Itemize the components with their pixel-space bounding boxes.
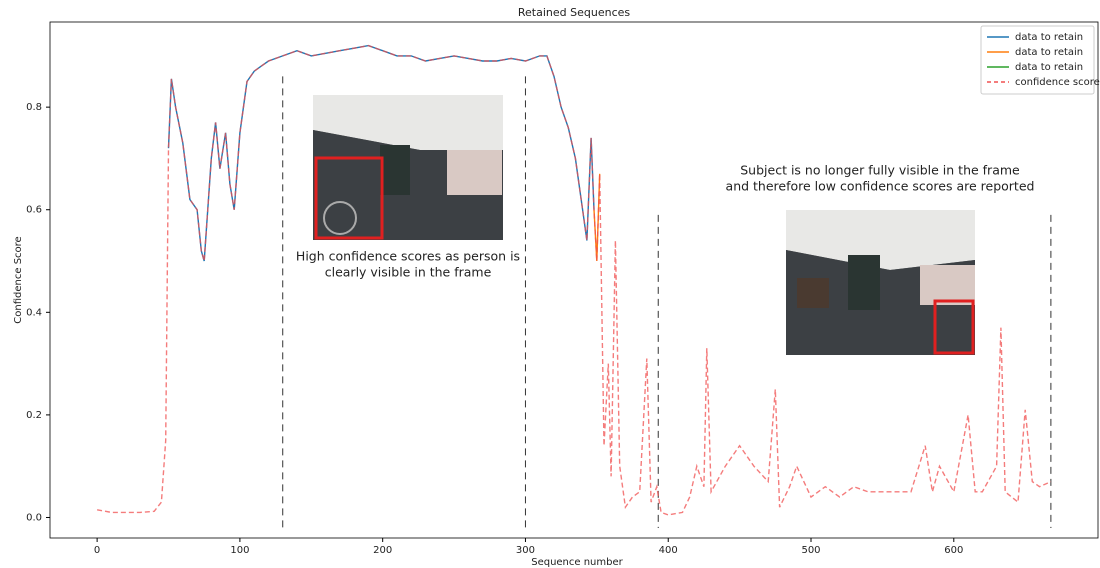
legend-label: data to retain [1015, 47, 1083, 58]
x-tick-label: 100 [230, 545, 249, 556]
y-tick-label: 0.0 [26, 512, 42, 523]
x-tick-label: 0 [94, 545, 100, 556]
x-tick-label: 600 [944, 545, 963, 556]
y-tick-label: 0.2 [26, 410, 42, 421]
y-tick-label: 0.8 [26, 102, 42, 113]
legend-label: data to retain [1015, 32, 1083, 43]
chart-title: Retained Sequences [518, 6, 631, 19]
photo-right [786, 210, 975, 355]
legend-label: confidence score [1015, 77, 1100, 88]
y-tick-label: 0.6 [26, 205, 42, 216]
x-axis-label: Sequence number [531, 557, 623, 568]
y-tick-label: 0.4 [26, 307, 42, 318]
chart: Retained Sequences Sequence number Confi… [0, 0, 1100, 568]
y-axis-label: Confidence Score [13, 236, 24, 323]
annotation: and therefore low confidence scores are … [726, 179, 1035, 194]
annotation: clearly visible in the frame [325, 265, 492, 280]
photo-left [313, 95, 503, 240]
x-tick-label: 500 [801, 545, 820, 556]
annotation: Subject is no longer fully visible in th… [740, 163, 1020, 178]
annotation: High confidence scores as person is [296, 249, 520, 264]
x-tick-label: 200 [373, 545, 392, 556]
x-tick-label: 400 [659, 545, 678, 556]
x-tick-label: 300 [516, 545, 535, 556]
legend-label: data to retain [1015, 62, 1083, 73]
